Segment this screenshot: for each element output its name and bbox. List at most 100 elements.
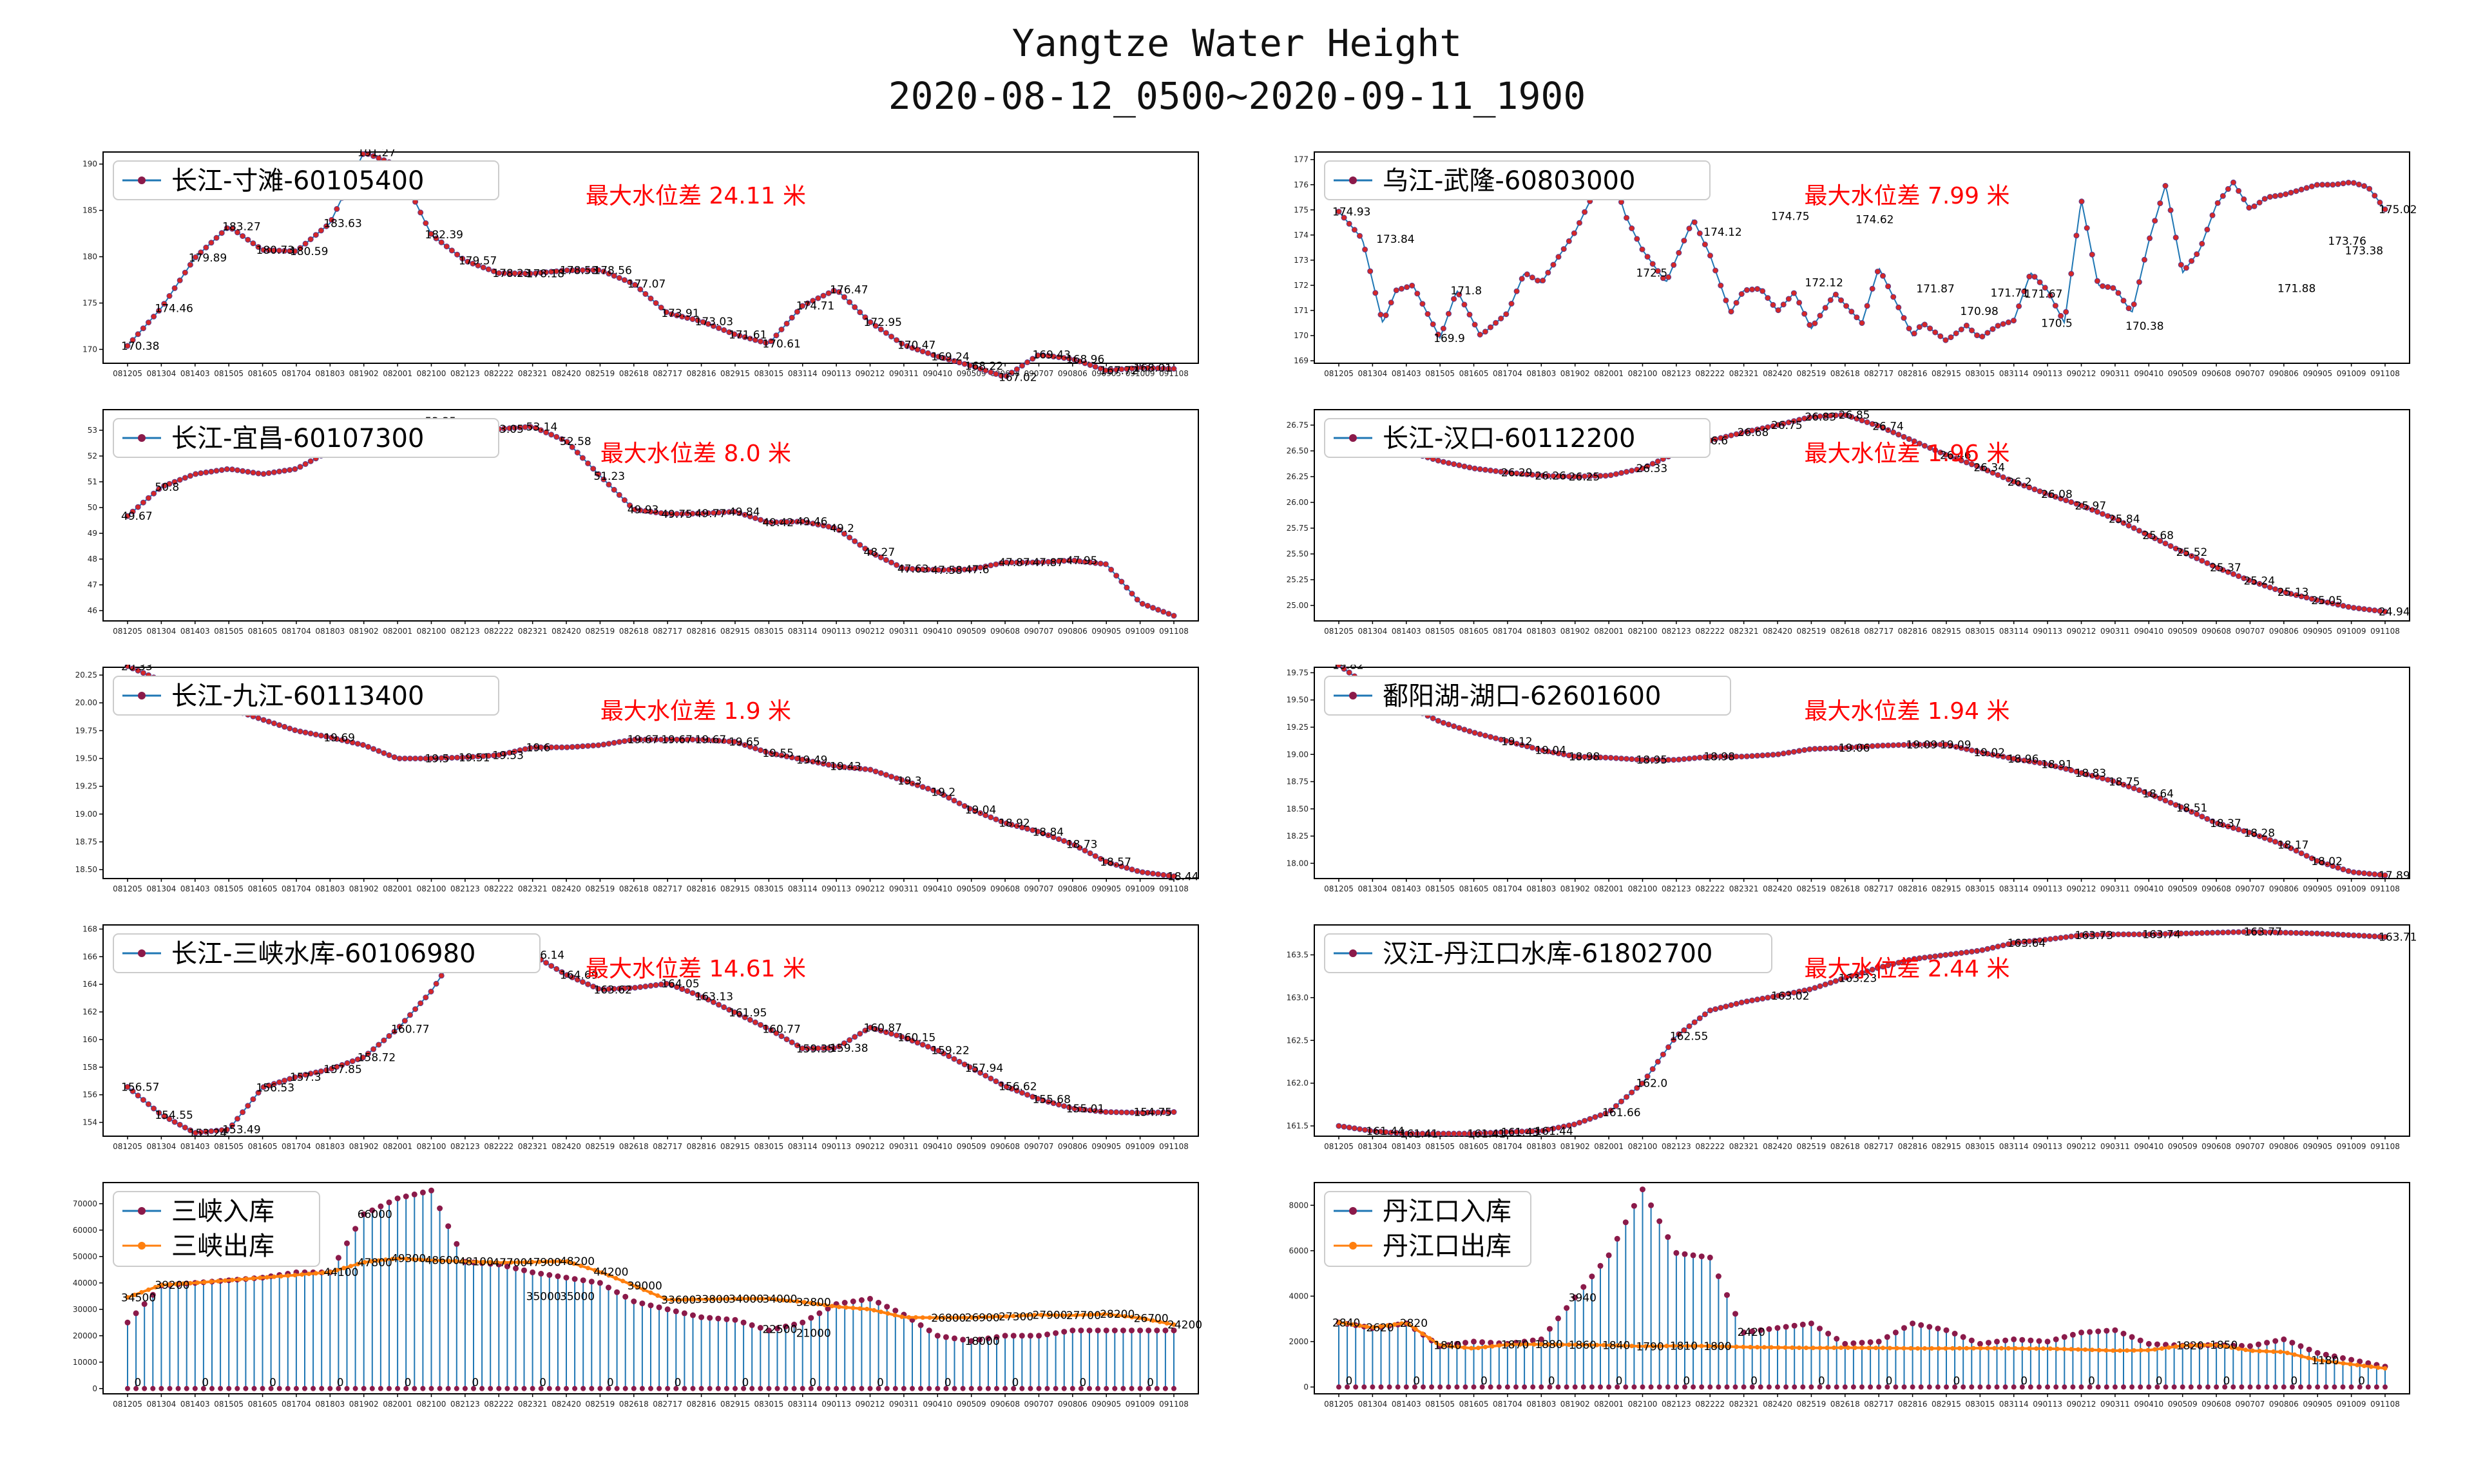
x-tick-label: 090410 bbox=[923, 369, 952, 378]
x-tick-label: 082816 bbox=[687, 627, 716, 636]
inflow-point bbox=[2247, 1343, 2253, 1349]
inflow-point bbox=[1986, 1340, 1991, 1346]
series-point bbox=[1953, 330, 1959, 336]
inflow-point bbox=[732, 1317, 738, 1323]
x-tick-label: 090311 bbox=[889, 884, 919, 893]
outflow-point bbox=[1343, 1321, 1348, 1326]
series-point bbox=[1055, 1101, 1062, 1108]
series-point bbox=[2011, 318, 2017, 324]
data-label: 19.5 bbox=[425, 753, 449, 766]
series-point bbox=[1498, 316, 1504, 321]
series-point bbox=[2288, 189, 2294, 196]
inflow-zero-point bbox=[412, 1385, 417, 1391]
series-point bbox=[1634, 236, 1640, 242]
zero-label: 0 bbox=[877, 1376, 884, 1389]
inflow-point bbox=[588, 1279, 595, 1285]
x-tick-label: 082321 bbox=[1729, 1142, 1759, 1151]
series-point bbox=[370, 153, 377, 159]
inflow-point bbox=[2120, 1331, 2127, 1337]
series-point bbox=[621, 277, 628, 283]
series-point bbox=[1785, 750, 1792, 756]
outflow-point bbox=[2076, 1347, 2081, 1352]
inflow-zero-point bbox=[133, 1385, 139, 1391]
data-label: 18.28 bbox=[2243, 827, 2275, 840]
series-point bbox=[329, 216, 335, 223]
y-tick-label: 19.50 bbox=[1287, 696, 1309, 705]
data-label: 51.23 bbox=[593, 470, 625, 483]
outflow-point bbox=[2173, 1344, 2178, 1349]
series-point bbox=[653, 982, 659, 988]
y-tick-label: 176 bbox=[1294, 180, 1309, 189]
x-tick-label: 081704 bbox=[1493, 369, 1522, 378]
series-point bbox=[2078, 198, 2085, 205]
outflow-point bbox=[320, 1270, 325, 1275]
series-point bbox=[689, 316, 696, 322]
outflow-point bbox=[2355, 1362, 2360, 1367]
data-label: 160.77 bbox=[762, 1023, 800, 1036]
series-point bbox=[553, 433, 560, 440]
series-point bbox=[187, 1127, 193, 1134]
y-tick-label: 19.75 bbox=[75, 726, 97, 735]
x-tick-label: 082717 bbox=[1864, 369, 1894, 378]
series-point bbox=[1613, 1103, 1619, 1109]
outflow-point bbox=[683, 1297, 688, 1302]
series-point bbox=[428, 989, 434, 994]
x-tick-label: 081902 bbox=[1560, 627, 1590, 636]
x-tick-label: 091009 bbox=[1126, 627, 1155, 636]
data-label: 34500 bbox=[121, 1291, 156, 1304]
x-tick-label: 082519 bbox=[586, 627, 615, 636]
series-point bbox=[1082, 848, 1088, 854]
chart-panel-8: 0 10000 20000 30000 40000 50000 60000 70000 0812… bbox=[71, 1180, 1205, 1417]
series-point bbox=[2157, 538, 2163, 544]
x-tick-label: 081304 bbox=[146, 627, 176, 636]
outflow-point bbox=[906, 1315, 912, 1320]
series-point bbox=[245, 236, 251, 243]
inflow-zero-point bbox=[2298, 1384, 2303, 1390]
series-point bbox=[480, 264, 486, 271]
series-point bbox=[171, 285, 178, 291]
data-label: 49.77 bbox=[695, 508, 727, 520]
series-point bbox=[1351, 227, 1357, 233]
series-point bbox=[1108, 860, 1115, 866]
inflow-point bbox=[1834, 1336, 1840, 1342]
chart-panel-6: 154 156 158 160 162 164 166 168 081205 081304 0814… bbox=[71, 922, 1205, 1159]
series-point bbox=[2000, 321, 2006, 327]
series-point bbox=[2382, 609, 2388, 615]
y-tick-label: 26.50 bbox=[1287, 446, 1309, 455]
series-point bbox=[2225, 823, 2231, 830]
outflow-point bbox=[1761, 1345, 1767, 1350]
inflow-point bbox=[1614, 1235, 1620, 1242]
inflow-zero-point bbox=[960, 1385, 966, 1391]
series-point bbox=[1108, 1109, 1115, 1116]
series-point bbox=[1336, 665, 1342, 669]
x-tick-label: 082915 bbox=[720, 627, 750, 636]
inflow-point bbox=[2281, 1336, 2287, 1342]
series-point bbox=[894, 562, 900, 568]
x-tick-label: 081605 bbox=[1459, 627, 1489, 636]
series-point bbox=[1446, 721, 1452, 728]
series-point bbox=[2037, 488, 2043, 495]
series-point bbox=[1171, 1109, 1177, 1115]
series-point bbox=[590, 984, 597, 990]
series-point bbox=[847, 299, 853, 305]
series-point bbox=[867, 319, 874, 325]
series-point bbox=[454, 251, 461, 258]
x-tick-label: 082816 bbox=[687, 884, 716, 893]
series-point bbox=[1864, 968, 1870, 975]
x-tick-label: 081205 bbox=[113, 369, 142, 378]
series-point bbox=[1082, 360, 1088, 366]
legend-label: 三峡出库 bbox=[171, 1232, 274, 1261]
inflow-point bbox=[2357, 1358, 2363, 1365]
outflow-point bbox=[271, 1274, 276, 1279]
series-point bbox=[909, 345, 916, 351]
max-diff-annotation: 最大水位差 24.11 米 bbox=[586, 183, 806, 209]
x-tick-label: 083015 bbox=[754, 884, 783, 893]
series-point bbox=[1738, 754, 1745, 760]
outflow-point bbox=[1573, 1342, 1578, 1347]
x-tick-label: 090410 bbox=[2134, 1142, 2163, 1151]
series-point bbox=[972, 364, 978, 370]
x-tick-label: 090113 bbox=[2033, 884, 2062, 893]
series-point bbox=[1482, 328, 1488, 335]
inflow-zero-point bbox=[758, 1385, 763, 1391]
